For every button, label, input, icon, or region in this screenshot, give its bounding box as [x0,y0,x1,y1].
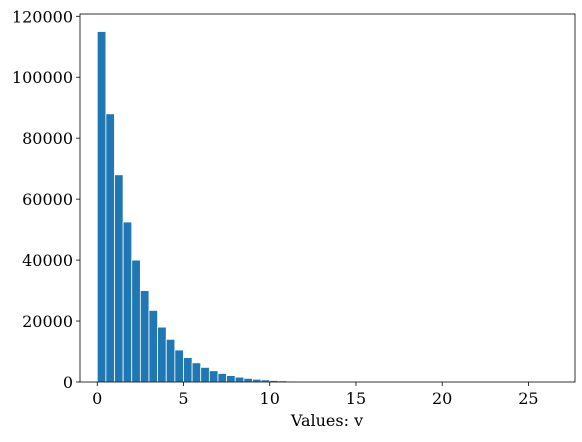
bar [148,309,159,383]
x-tick-label: 20 [432,389,452,408]
bar [243,377,253,383]
bar [114,174,124,383]
y-tick-label: 100000 [12,68,73,87]
bar [234,376,245,383]
plot-frame [79,13,576,383]
bar [191,362,202,383]
y-tick-label: 0 [63,373,73,392]
bar [131,259,141,383]
bar [139,290,150,383]
y-tick-label: 120000 [12,7,73,26]
bar [105,113,115,383]
y-tick-label: 40000 [22,251,73,270]
bar [183,357,193,383]
x-tick-label: 10 [260,389,280,408]
bar [252,378,262,383]
bar [157,326,167,383]
x-tick-label: 5 [178,389,188,408]
bar [208,370,219,383]
y-tick-label: 60000 [22,190,73,209]
bar [217,373,228,383]
bar [200,366,210,383]
bar [165,338,176,383]
y-tick-label: 80000 [22,129,73,148]
bar [96,31,107,383]
y-tick-label: 20000 [22,312,73,331]
bar [226,375,236,383]
x-tick-label: 0 [92,389,102,408]
bar [122,221,133,383]
bar [174,349,184,383]
x-axis-label: Values: v [290,411,363,430]
x-tick-label: 15 [346,389,366,408]
x-tick-label: 25 [518,389,538,408]
